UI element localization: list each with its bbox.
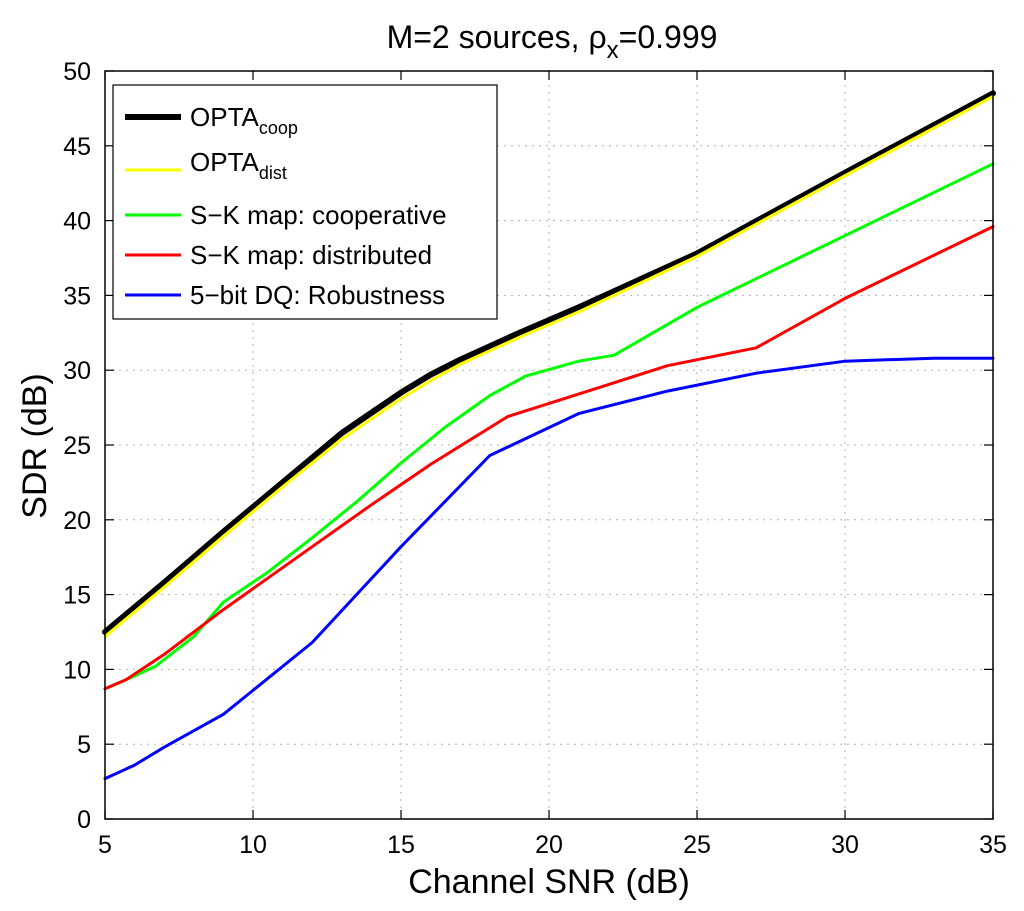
series-dq-robustness xyxy=(103,356,995,781)
legend-entry-dq-robustness: 5−bit DQ: Robustness xyxy=(125,280,445,310)
x-tick-label: 30 xyxy=(831,831,859,859)
legend-entry-opta-dist: OPTAdist xyxy=(125,147,287,183)
y-tick-label: 20 xyxy=(63,507,91,535)
y-axis-label: SDR (dB) xyxy=(16,373,54,518)
x-axis-label: Channel SNR (dB) xyxy=(408,863,690,901)
y-tick-label: 50 xyxy=(63,58,91,86)
series-opta-coop xyxy=(102,90,996,635)
legend-entry-sk-cooperative: S−K map: cooperative xyxy=(125,200,447,230)
legend-box xyxy=(112,84,498,320)
legend-entry-opta-coop: OPTAcoop xyxy=(125,102,298,138)
y-tick-label: 45 xyxy=(63,133,91,161)
legend: OPTAcoop OPTAdist S−K map: cooperative S… xyxy=(112,84,498,320)
x-tick-label: 5 xyxy=(98,831,112,859)
x-tick-label: 20 xyxy=(535,831,563,859)
legend-label-dq-robustness: 5−bit DQ: Robustness xyxy=(190,280,445,310)
y-tick-label: 35 xyxy=(63,282,91,310)
y-tick-label: 15 xyxy=(63,582,91,610)
legend-entry-sk-distributed: S−K map: distributed xyxy=(125,240,432,270)
y-tick-label: 30 xyxy=(63,357,91,385)
y-tick-label: 25 xyxy=(63,432,91,460)
x-tick-label: 10 xyxy=(239,831,267,859)
x-tick-label: 25 xyxy=(683,831,711,859)
y-tick-label: 5 xyxy=(77,731,91,759)
series-lines xyxy=(102,90,996,781)
x-tick-label: 15 xyxy=(387,831,415,859)
legend-label-sk-distributed: S−K map: distributed xyxy=(190,240,432,270)
series-sk-cooperative xyxy=(103,162,995,691)
x-tick-label: 35 xyxy=(979,831,1007,859)
legend-label-opta-coop: OPTAcoop xyxy=(190,102,298,138)
legend-label-opta-dist: OPTAdist xyxy=(190,147,287,183)
series-line-sk-distributed xyxy=(103,225,995,691)
legend-label-sk-cooperative: S−K map: cooperative xyxy=(190,200,447,230)
y-tick-label: 40 xyxy=(63,208,91,236)
chart-title: M=2 sources, ρx=0.999 xyxy=(387,19,718,64)
y-tick-label: 0 xyxy=(77,806,91,834)
y-tick-label: 10 xyxy=(63,656,91,684)
